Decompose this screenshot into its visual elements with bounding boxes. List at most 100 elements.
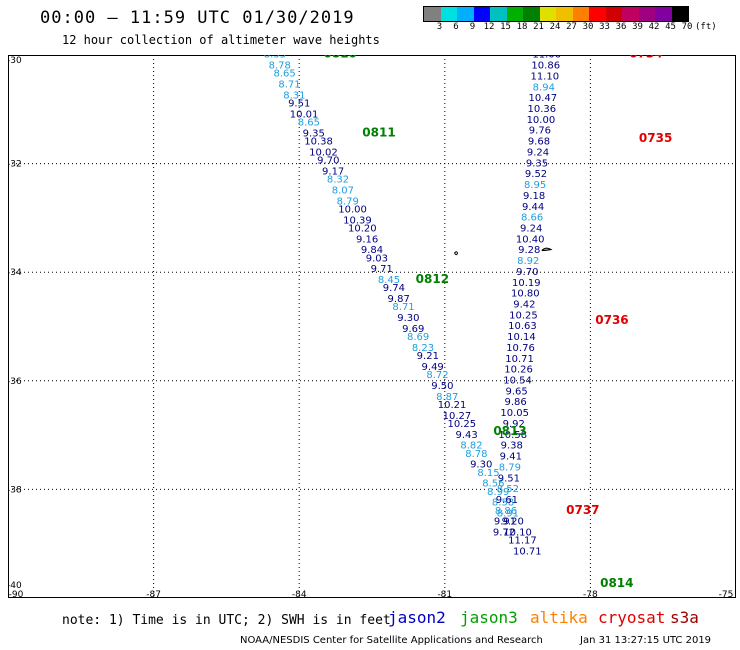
wave-height-value: 8.79 <box>337 196 359 207</box>
wave-height-value: 9.35 <box>526 158 548 169</box>
wave-height-map: -90 -87 -84 -81 -78 -75 -30 -32 -34 -36 -38 -40 8.55… <box>8 55 736 598</box>
wave-height-value: 8.23 <box>412 343 434 354</box>
wave-height-value: 8.31 <box>283 90 305 101</box>
wave-height-value: 10.25 <box>509 310 538 321</box>
wave-height-value: 9.17 <box>322 166 344 177</box>
color-swatch <box>671 7 688 21</box>
wave-height-value: 8.07 <box>332 185 354 196</box>
wave-height-value: 10.00 <box>527 115 556 126</box>
color-scale-label: 9 <box>469 22 476 32</box>
wave-height-value: 10.20 <box>348 223 377 234</box>
pass-time-label: 0814 <box>600 576 633 590</box>
wave-height-value: 9.74 <box>383 283 405 294</box>
wave-height-value: 8.58 <box>492 498 514 509</box>
wave-height-value: 10.54 <box>503 376 532 387</box>
wave-height-value: 10.01 <box>290 109 319 120</box>
latitude-tick-label: -36 <box>8 377 22 387</box>
color-scale-label: 12 <box>483 22 495 32</box>
footer-note: note: 1) Time is in UTC; 2) SWH is in fe… <box>62 613 391 628</box>
wave-height-value: 9.51 <box>498 473 520 484</box>
color-swatch <box>424 7 441 21</box>
wave-height-value: 8.91 <box>497 509 519 520</box>
wave-height-value: 8.52 <box>497 484 519 495</box>
wave-height-value: 9.49 <box>422 362 444 373</box>
wave-height-value: 9.76 <box>529 126 551 137</box>
wave-height-value: 9.68 <box>528 137 550 148</box>
longitude-tick-label: -90 <box>9 590 24 598</box>
wave-height-value: 9.52 <box>525 169 547 180</box>
latitude-tick-label: -30 <box>8 56 22 66</box>
wave-height-value: 10.27 <box>443 411 472 422</box>
satellite-legend-item: cryosat <box>598 608 666 627</box>
wave-height-value: 9.35 <box>303 128 325 139</box>
page-subtitle: 12 hour collection of altimeter wave hei… <box>62 33 380 47</box>
color-scale-label: 27 <box>566 22 577 32</box>
wave-height-value: 8.95 <box>524 180 546 191</box>
wave-height-value: 9.30 <box>470 460 492 471</box>
wave-height-value: 9.16 <box>356 234 378 245</box>
wave-height-value: 10.10 <box>503 528 532 539</box>
wave-height-value: 8.86 <box>495 506 517 517</box>
latitude-tick-label: -34 <box>8 268 22 278</box>
color-swatch <box>506 7 523 21</box>
color-scale-label: 30 <box>582 22 594 32</box>
wave-height-value: 8.15 <box>477 468 499 479</box>
map-frame <box>8 55 736 598</box>
wave-height-value: 9.28 <box>518 245 540 256</box>
wave-height-value: 10.80 <box>511 289 540 300</box>
color-scale-label: 42 <box>648 22 660 32</box>
wave-height-value: 9.24 <box>520 223 542 234</box>
color-swatch <box>589 7 606 21</box>
wave-height-value: 9.61 <box>496 495 518 506</box>
pass-time-label: 0813 <box>493 424 526 438</box>
wave-height-value: 10.39 <box>343 215 372 226</box>
wave-height-value: 10.21 <box>438 400 467 411</box>
wave-height-value: 11.17 <box>508 536 537 547</box>
wave-height-value: 10.58 <box>498 430 527 441</box>
island-shape <box>541 247 553 252</box>
generated-timestamp: Jan 31 13:27:15 UTC 2019 <box>580 635 712 646</box>
wave-height-value: 8.99 <box>487 487 509 498</box>
wave-height-value: 9.18 <box>523 191 545 202</box>
color-swatch <box>490 7 507 21</box>
pass-time-label: 0737 <box>566 503 599 517</box>
color-scale-label: 33 <box>599 22 610 32</box>
color-swatch <box>655 7 672 21</box>
pass-time-label: 0810 <box>323 55 356 61</box>
wave-height-value: 9.30 <box>397 313 419 324</box>
wave-height-value: 10.40 <box>516 234 545 245</box>
color-scale-label: 18 <box>516 22 528 32</box>
wave-height-value: 10.86 <box>531 61 560 72</box>
wave-height-value: 9.44 <box>522 202 544 213</box>
wave-height-value: 9.20 <box>502 517 524 528</box>
color-scale-label: 15 <box>500 22 511 32</box>
wave-height-value: 9.92 <box>503 419 525 430</box>
pass-time-label: 0736 <box>595 313 628 327</box>
longitude-tick-label: -87 <box>146 590 161 598</box>
wave-height-value: 8.65 <box>298 118 320 129</box>
wave-height-value: 9.21 <box>417 351 439 362</box>
wave-height-value: 8.65 <box>274 69 296 80</box>
wave-height-value: 9.91 <box>494 517 516 528</box>
wave-height-value: 8.72 <box>426 370 448 381</box>
wave-height-value: 10.25 <box>447 419 476 430</box>
island-shape <box>454 251 459 256</box>
color-swatch <box>523 7 540 21</box>
wave-height-value: 9.70 <box>516 267 538 278</box>
wave-height-value: 9.65 <box>505 386 527 397</box>
color-scale-label: 45 <box>665 22 676 32</box>
wave-height-value: 10.71 <box>505 354 534 365</box>
color-scale-label: 24 <box>549 22 561 32</box>
wave-height-value: 10.19 <box>512 278 541 289</box>
color-swatch <box>556 7 573 21</box>
wave-height-value: 10.76 <box>506 343 535 354</box>
wave-height-value: 10.38 <box>304 137 333 148</box>
wave-height-value: 8.78 <box>465 449 487 460</box>
color-swatch <box>572 7 589 21</box>
wave-height-value: 8.66 <box>521 213 543 224</box>
longitude-tick-label: -75 <box>719 590 734 598</box>
color-swatch <box>539 7 556 21</box>
color-scale-label: (ft) <box>695 22 717 32</box>
wave-height-value: 9.70 <box>317 156 339 167</box>
wave-height-value: 9.42 <box>513 299 535 310</box>
